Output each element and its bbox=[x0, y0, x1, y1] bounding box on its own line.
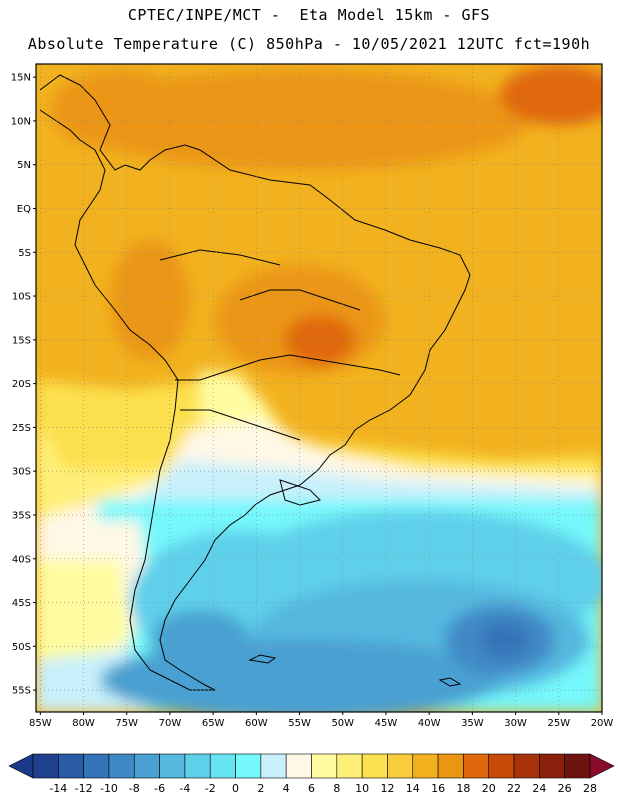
colorbar-swatch bbox=[437, 753, 464, 779]
lon-label: 20W bbox=[591, 718, 614, 729]
colorbar-swatch bbox=[83, 753, 110, 779]
colorbar-label: 0 bbox=[232, 782, 239, 795]
lat-label: 10S bbox=[12, 292, 31, 303]
colorbar-label: 24 bbox=[532, 782, 546, 795]
colorbar-swatch bbox=[184, 753, 211, 779]
lat-label: 5N bbox=[17, 160, 31, 171]
lon-label: 45W bbox=[375, 718, 398, 729]
colorbar-swatch bbox=[159, 753, 186, 779]
lat-label: 20S bbox=[12, 379, 31, 390]
lat-label: 5S bbox=[18, 248, 31, 259]
lat-label: 50S bbox=[12, 642, 31, 653]
coastlines bbox=[39, 74, 471, 691]
colorbar: -14 -12 -10 -8 -6 -4 -2 0 2 4 6 8 10 12 14 16 18 20 22 24 26… bbox=[8, 753, 615, 795]
colorbar-label: -2 bbox=[205, 782, 216, 795]
lat-label: EQ bbox=[17, 204, 31, 215]
lon-label: 30W bbox=[504, 718, 527, 729]
latitude-labels: 15N 10N 5N EQ 5S 10S 15S 20S 25S 30S 35S 40S 45S 50S 5… bbox=[11, 73, 36, 697]
colorbar-swatch bbox=[412, 753, 439, 779]
colorbar-swatch bbox=[235, 753, 262, 779]
lat-label: 15S bbox=[12, 335, 31, 346]
lon-label: 35W bbox=[461, 718, 484, 729]
lat-label: 30S bbox=[12, 467, 31, 478]
map-frame bbox=[35, 63, 603, 713]
colorbar-label: 6 bbox=[308, 782, 315, 795]
colorbar-swatch bbox=[58, 753, 84, 779]
lon-label: 75W bbox=[115, 718, 138, 729]
colorbar-under-arrow bbox=[8, 753, 34, 779]
title-line-1: CPTEC/INPE/MCT - Eta Model 15km - GFS bbox=[127, 6, 491, 24]
colorbar-swatch bbox=[539, 753, 565, 779]
colorbar-label: -4 bbox=[179, 782, 190, 795]
colorbar-label: 16 bbox=[431, 782, 445, 795]
colorbar-label: -10 bbox=[100, 782, 118, 795]
colorbar-label: 28 bbox=[583, 782, 597, 795]
lat-label: 45S bbox=[12, 598, 31, 609]
lon-label: 60W bbox=[245, 718, 268, 729]
colorbar-label: -8 bbox=[129, 782, 140, 795]
lat-label: 55S bbox=[12, 686, 31, 697]
colorbar-swatch bbox=[133, 753, 160, 779]
lat-label: 15N bbox=[11, 73, 31, 84]
lon-label: 55W bbox=[288, 718, 311, 729]
colorbar-swatch bbox=[311, 753, 338, 779]
lat-label: 40S bbox=[12, 554, 31, 565]
colorbar-swatch bbox=[387, 753, 414, 779]
lat-label: 35S bbox=[12, 510, 31, 521]
colorbar-over-arrow bbox=[589, 753, 615, 779]
colorbar-swatch bbox=[260, 753, 287, 779]
colorbar-label: 18 bbox=[456, 782, 470, 795]
colorbar-swatch bbox=[108, 753, 135, 779]
colorbar-swatch bbox=[336, 753, 363, 779]
colorbar-swatch bbox=[488, 753, 515, 779]
colorbar-label: 12 bbox=[380, 782, 394, 795]
colorbar-swatch bbox=[564, 753, 591, 779]
colorbar-swatch bbox=[463, 753, 490, 779]
lon-label: 85W bbox=[29, 718, 52, 729]
colorbar-swatch bbox=[32, 753, 59, 779]
lon-label: 80W bbox=[72, 718, 95, 729]
colorbar-label: 22 bbox=[507, 782, 521, 795]
colorbar-swatch bbox=[361, 753, 388, 779]
lat-label: 10N bbox=[11, 116, 31, 127]
colorbar-label: -12 bbox=[75, 782, 93, 795]
colorbar-label: -6 bbox=[154, 782, 165, 795]
colorbar-label: 14 bbox=[406, 782, 420, 795]
colorbar-label: 8 bbox=[333, 782, 340, 795]
lon-label: 65W bbox=[202, 718, 225, 729]
colorbar-label: 20 bbox=[482, 782, 496, 795]
temperature-field bbox=[36, 64, 602, 712]
title-line-2: Absolute Temperature (C) 850hPa - 10/05/… bbox=[27, 35, 591, 53]
colorbar-swatch bbox=[209, 753, 236, 779]
colorbar-swatch bbox=[513, 753, 540, 779]
colorbar-label: -14 bbox=[49, 782, 67, 795]
lon-label: 25W bbox=[547, 718, 570, 729]
colorbar-label: 4 bbox=[283, 782, 290, 795]
colorbar-label: 2 bbox=[257, 782, 264, 795]
lon-label: 50W bbox=[331, 718, 354, 729]
longitude-labels: 85W 80W 75W 70W 65W 60W 55W 50W 45W 40W 35W 30W 25W 2… bbox=[29, 712, 613, 729]
lat-label: 25S bbox=[12, 423, 31, 434]
colorbar-label: 10 bbox=[355, 782, 369, 795]
colorbar-label: 26 bbox=[558, 782, 572, 795]
colorbar-swatch bbox=[285, 753, 312, 779]
lon-label: 40W bbox=[418, 718, 441, 729]
lon-label: 70W bbox=[159, 718, 182, 729]
